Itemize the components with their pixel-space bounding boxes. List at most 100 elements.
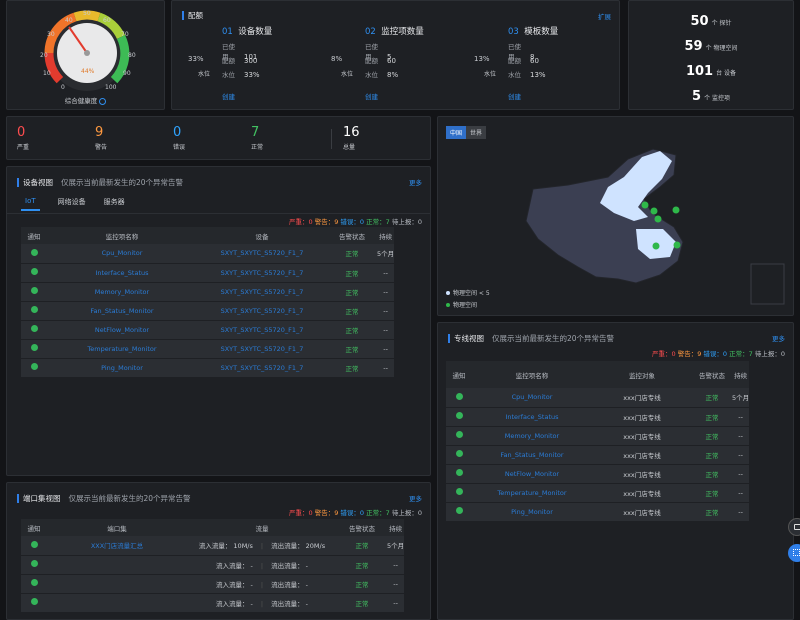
alarm-status: 正常	[327, 263, 377, 283]
device-link[interactable]: SXYT_SXYTC_S5720_F1_7	[197, 244, 327, 264]
th-item: 监控项名称	[47, 227, 197, 244]
create-link[interactable]: 创建	[508, 93, 521, 101]
table-row[interactable]: Ping_Monitor xxx门店专线 正常 --	[446, 502, 750, 522]
table-row[interactable]: Cpu_Monitor xxx门店专线 正常 5个月	[446, 388, 750, 408]
monitor-link[interactable]: Temperature_Monitor	[472, 483, 592, 503]
monitor-link[interactable]: NetFlow_Monitor	[472, 464, 592, 484]
alarm-status: 正常	[692, 483, 732, 503]
app-grid-button[interactable]	[788, 544, 800, 562]
table-row[interactable]: Cpu_Monitor SXYT_SXYTC_S5720_F1_7 正常 5个月	[21, 244, 395, 264]
traffic: 流入流量： - | 流出流量： -	[187, 593, 337, 613]
monitor-link[interactable]: Ping_Monitor	[47, 358, 197, 378]
marker-2[interactable]	[650, 207, 658, 215]
port-link[interactable]	[47, 555, 187, 575]
line-view-subtitle: 仅展示当前最新发生的20个异常告警	[492, 334, 615, 343]
table-row[interactable]: XXX门店流量汇总 流入流量： 10M/s | 流出流量： 20M/s 正常 5个月	[21, 536, 405, 556]
port-view-title: 端口集视图	[23, 494, 61, 503]
port-more-link[interactable]: 更多	[409, 495, 422, 503]
status-ok-icon	[455, 392, 463, 400]
tab-network-device[interactable]: 网络设备	[57, 198, 86, 206]
count-number: 59	[684, 39, 703, 54]
device-link[interactable]: SXYT_SXYTC_S5720_F1_7	[197, 358, 327, 378]
marker-4[interactable]	[672, 206, 680, 214]
monitor-object: xxx门店专线	[592, 426, 692, 446]
quota-expand-link[interactable]: 扩展	[598, 13, 611, 21]
tab-iot[interactable]: IoT	[21, 197, 40, 211]
status-ok-icon	[30, 248, 38, 256]
monitor-link[interactable]: Cpu_Monitor	[47, 244, 197, 264]
monitor-link[interactable]: Memory_Monitor	[472, 426, 592, 446]
line-table: 通知 监控项名称 监控对象 告警状态 持续 Cpu_Monitor xxx门店专线…	[446, 361, 750, 522]
device-link[interactable]: SXYT_SXYTC_S5720_F1_7	[197, 320, 327, 340]
count-unit: 台 设备	[716, 70, 737, 77]
device-more-link[interactable]: 更多	[409, 179, 422, 187]
alarm-status: 正常	[692, 502, 732, 522]
device-link[interactable]: SXYT_SXYTC_S5720_F1_7	[197, 282, 327, 302]
marker-1[interactable]	[641, 201, 649, 209]
duration: --	[377, 339, 395, 359]
table-row[interactable]: 流入流量： - | 流出流量： - 正常 --	[21, 574, 405, 594]
table-row[interactable]: Fan_Status_Monitor xxx门店专线 正常 --	[446, 445, 750, 465]
line-more-link[interactable]: 更多	[772, 335, 785, 343]
quota-row: 水位 8%	[365, 69, 398, 79]
alarm-status: 正常	[327, 339, 377, 359]
monitor-link[interactable]: Interface_Status	[47, 263, 197, 283]
status-stat[interactable]: 7 正常	[251, 126, 263, 152]
duration: --	[732, 445, 750, 465]
table-row[interactable]: Interface_Status xxx门店专线 正常 --	[446, 407, 750, 427]
marker-5[interactable]	[652, 242, 660, 250]
status-stat[interactable]: 9 警告	[95, 126, 107, 152]
status-stat[interactable]: 16 总量	[343, 126, 360, 152]
table-row[interactable]: Memory_Monitor SXYT_SXYTC_S5720_F1_7 正常 --	[21, 282, 395, 302]
table-row[interactable]: 流入流量： - | 流出流量： - 正常 --	[21, 593, 405, 613]
marker-3[interactable]	[654, 215, 662, 223]
china-map[interactable]	[438, 117, 794, 316]
table-row[interactable]: Temperature_Monitor SXYT_SXYTC_S5720_F1_7…	[21, 339, 395, 359]
quota-pct-label: 水位	[198, 71, 211, 78]
monitor-link[interactable]: Temperature_Monitor	[47, 339, 197, 359]
device-link[interactable]: SXYT_SXYTC_S5720_F1_7	[197, 263, 327, 283]
table-row[interactable]: 流入流量： - | 流出流量： - 正常 --	[21, 555, 405, 575]
map-tab-china[interactable]: 中国	[446, 126, 467, 139]
monitor-link[interactable]: Fan_Status_Monitor	[47, 301, 197, 321]
table-row[interactable]: Temperature_Monitor xxx门店专线 正常 --	[446, 483, 750, 503]
device-link[interactable]: SXYT_SXYTC_S5720_F1_7	[197, 339, 327, 359]
table-row[interactable]: Interface_Status SXYT_SXYTC_S5720_F1_7 正常 -…	[21, 263, 395, 283]
status-stat[interactable]: 0 错误	[173, 126, 185, 152]
status-stat[interactable]: 0 严重	[17, 126, 29, 152]
th-status: 告警状态	[337, 519, 387, 536]
info-icon[interactable]	[99, 97, 107, 105]
monitor-link[interactable]: Fan_Status_Monitor	[472, 445, 592, 465]
health-gauge: 0 10 20 30 40 50 60 70 80 90 100 44%	[40, 10, 136, 91]
table-row[interactable]: Fan_Status_Monitor SXYT_SXYTC_S5720_F1_7 正…	[21, 301, 395, 321]
monitor-link[interactable]: Cpu_Monitor	[472, 388, 592, 408]
create-link[interactable]: 创建	[222, 93, 235, 101]
table-row[interactable]: Memory_Monitor xxx门店专线 正常 --	[446, 426, 750, 446]
monitor-link[interactable]: Memory_Monitor	[47, 282, 197, 302]
alarm-status: 正常	[327, 282, 377, 302]
tick-80: 80	[128, 52, 136, 59]
tab-server[interactable]: 服务器	[103, 198, 125, 206]
table-row[interactable]: NetFlow_Monitor SXYT_SXYTC_S5720_F1_7 正常 --	[21, 320, 395, 340]
device-link[interactable]: SXYT_SXYTC_S5720_F1_7	[197, 301, 327, 321]
create-link[interactable]: 创建	[365, 93, 378, 101]
table-row[interactable]: Ping_Monitor SXYT_SXYTC_S5720_F1_7 正常 --	[21, 358, 395, 378]
quota-pct-label: 水位	[484, 71, 497, 78]
count-number: 50	[690, 14, 709, 29]
quota-block-2: 02 监控项数量 已使用 5 配额 60 水位 8% 8% 水位 创建	[323, 23, 463, 103]
port-link[interactable]: XXX门店流量汇总	[47, 536, 187, 556]
monitor-link[interactable]: Ping_Monitor	[472, 502, 592, 522]
duration: --	[732, 407, 750, 427]
map-tab-world[interactable]: 世界	[466, 126, 487, 139]
port-link[interactable]	[47, 574, 187, 594]
alarm-status: 正常	[337, 574, 387, 594]
monitor-object: xxx门店专线	[592, 445, 692, 465]
legend-item-small: 物理空间 < 5	[446, 288, 490, 300]
table-row[interactable]: NetFlow_Monitor xxx门店专线 正常 --	[446, 464, 750, 484]
status-panel: 0 严重 9 警告 0 错误 7 正常 16 总量	[6, 116, 431, 160]
marker-6[interactable]	[673, 241, 681, 249]
port-link[interactable]	[47, 593, 187, 613]
monitor-link[interactable]: NetFlow_Monitor	[47, 320, 197, 340]
chat-button[interactable]	[788, 518, 800, 536]
monitor-link[interactable]: Interface_Status	[472, 407, 592, 427]
